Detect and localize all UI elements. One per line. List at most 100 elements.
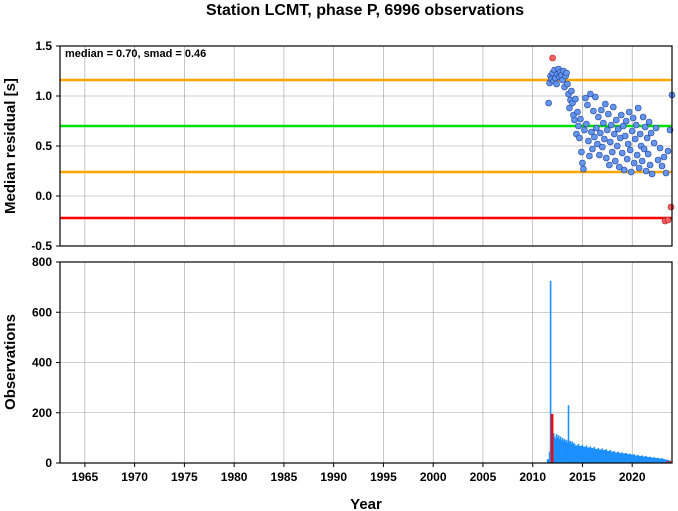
residual-point <box>612 116 620 124</box>
year-tick-label: 2020 <box>619 470 646 484</box>
residual-point <box>650 139 658 147</box>
observations-grid <box>60 261 672 464</box>
residual-point <box>662 169 670 177</box>
residual-point <box>609 103 617 111</box>
residual-point <box>602 100 609 108</box>
residual-point <box>638 157 646 165</box>
residual-point <box>587 90 594 98</box>
residual-point <box>622 117 630 125</box>
residual-point <box>598 106 605 114</box>
residual-point <box>572 95 579 103</box>
residual-point <box>581 126 588 134</box>
residual-point <box>590 107 597 115</box>
residual-point <box>597 129 604 137</box>
residual-point <box>607 138 614 146</box>
residual-point <box>604 126 611 134</box>
observation-bar <box>567 405 570 463</box>
residual-point <box>599 143 606 151</box>
residual-point <box>664 147 672 155</box>
residual-point <box>625 108 633 116</box>
year-x-ticks: 1965 1970 1975 1980 1985 1990 1995 2000 2005 2010… <box>72 463 646 484</box>
outlier-bar <box>550 414 553 463</box>
year-axis-label: Year <box>350 496 382 511</box>
stats-annotation: median = 0.70, smad = 0.46 <box>65 48 206 60</box>
residual-point <box>545 99 552 107</box>
residual-point <box>626 146 634 154</box>
residual-y-ticks: -0.5 0.0 0.5 1.0 1.5 <box>31 39 60 253</box>
residual-point <box>575 122 582 130</box>
residual-point <box>652 124 660 132</box>
residual-point <box>583 120 590 128</box>
residual-point <box>574 108 581 116</box>
residual-point <box>564 80 571 88</box>
residual-point <box>588 128 595 136</box>
observations-y-tick-label: 800 <box>32 255 52 269</box>
year-tick-label: 1980 <box>221 470 248 484</box>
year-tick-label: 2000 <box>420 470 447 484</box>
reference-lines <box>60 78 672 220</box>
residual-point <box>592 93 599 101</box>
residual-point <box>621 132 629 140</box>
year-tick-label: 2010 <box>519 470 546 484</box>
residual-point <box>624 140 632 148</box>
residual-point <box>627 168 635 176</box>
residual-point <box>606 161 613 169</box>
residual-point <box>628 127 636 135</box>
residual-points <box>545 54 676 225</box>
residual-point <box>593 124 600 132</box>
residual-point <box>635 164 643 172</box>
residual-panel: -0.5 0.0 0.5 1.0 1.5 median = 0.70, smad = 0… <box>2 39 676 253</box>
residual-y-axis-label: Median residual [s] <box>2 78 19 214</box>
residual-point <box>563 69 570 77</box>
year-tick-label: 2005 <box>470 470 497 484</box>
residual-point <box>618 149 626 157</box>
residual-point <box>634 104 642 112</box>
residual-point <box>643 134 651 142</box>
residual-point <box>639 113 647 121</box>
residual-point <box>553 80 560 88</box>
residual-point <box>617 111 625 119</box>
residual-point <box>615 163 623 171</box>
residual-point <box>580 165 587 173</box>
residual-point <box>579 159 586 167</box>
residual-point <box>642 167 650 175</box>
residual-point <box>631 135 639 143</box>
residual-point <box>636 130 644 138</box>
residual-point <box>632 121 640 129</box>
residual-point <box>648 170 656 178</box>
year-tick-label: 2015 <box>569 470 596 484</box>
residual-point <box>607 121 615 129</box>
residual-point <box>610 130 618 138</box>
residual-point <box>596 151 603 159</box>
residual-point <box>600 119 607 127</box>
year-tick-label: 1975 <box>171 470 198 484</box>
residual-point <box>608 148 616 156</box>
year-tick-label: 1970 <box>121 470 148 484</box>
outlier-bar <box>551 414 554 463</box>
residual-point <box>578 148 585 156</box>
outlier-point <box>549 54 556 62</box>
residual-grid <box>60 45 672 247</box>
residual-point <box>660 153 668 161</box>
residual-point <box>629 114 637 122</box>
observations-y-tick-label: 200 <box>32 406 52 420</box>
residual-point <box>644 150 652 158</box>
outlier-bar <box>666 460 668 463</box>
residual-point <box>614 125 622 133</box>
residual-point <box>611 157 619 165</box>
residual-point <box>577 115 584 123</box>
residual-point <box>568 87 575 95</box>
residual-point <box>594 140 601 148</box>
residual-point <box>566 104 573 112</box>
residual-point <box>595 113 602 121</box>
year-tick-label: 1985 <box>271 470 298 484</box>
observations-y-ticks: 0 200 400 600 800 <box>32 255 60 470</box>
residual-y-tick-label: 0.5 <box>35 139 52 153</box>
residual-y-tick-label: 1.0 <box>35 89 52 103</box>
residual-point <box>645 118 653 126</box>
residual-point <box>576 134 583 142</box>
residual-point <box>619 122 627 130</box>
residual-y-tick-label: 1.5 <box>35 39 52 53</box>
